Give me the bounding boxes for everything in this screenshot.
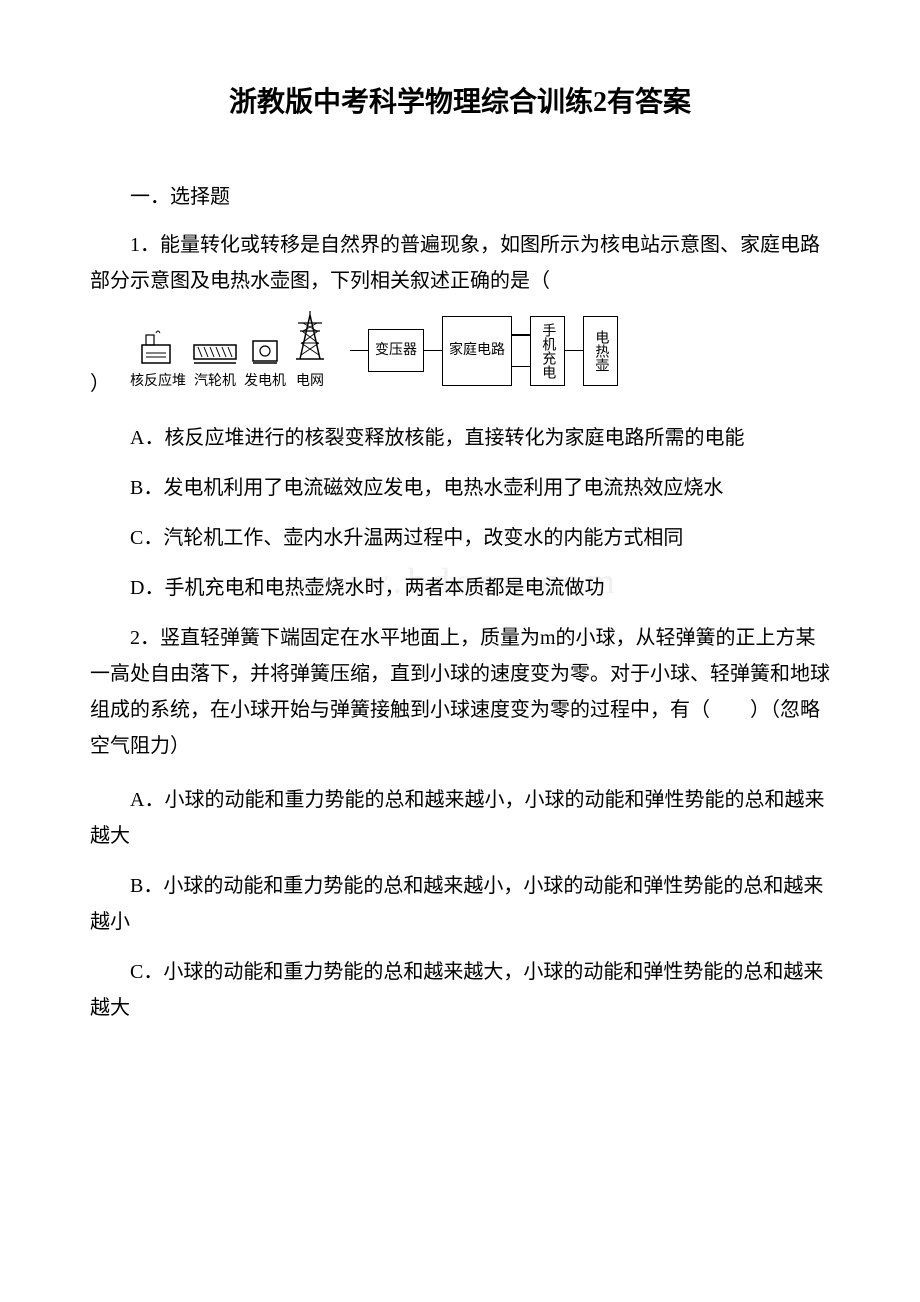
q2-option-a: A．小球的动能和重力势能的总和越来越小，小球的动能和弹性势能的总和越来越大 [90,782,830,854]
transformer-box: 变压器 [368,329,424,372]
q2-option-c: C．小球的动能和重力势能的总和越来越大，小球的动能和弹性势能的总和越来越大 [90,954,830,1026]
reactor-label: 核反应堆 [130,369,186,394]
section-heading: 一．选择题 [90,180,830,209]
turbine-component: 汽轮机 [190,327,240,394]
question-1-close-paren: ） [90,366,110,402]
connector-line [512,366,530,368]
diagram-right-section: 变压器 家庭电路 手机充电 电热壶 [350,316,618,386]
question-2-text: 2．竖直轻弹簧下端固定在水平地面上，质量为m的小球，从轻弹簧的正上方某一高处自由… [90,620,830,764]
turbine-icon [190,327,240,367]
generator-label: 发电机 [244,369,286,394]
home-circuit-label: 家庭电路 [449,338,505,363]
connector-line [350,350,368,352]
q2-option-b: B．小球的动能和重力势能的总和越来越小，小球的动能和弹性势能的总和越来越小 [90,868,830,940]
grid-tower-icon [290,307,330,367]
question-2: 2．竖直轻弹簧下端固定在水平地面上，质量为m的小球，从轻弹簧的正上方某一高处自由… [90,620,830,764]
phone-charge-box: 手机充电 [530,316,565,386]
turbine-label: 汽轮机 [194,369,236,394]
page-title: 浙教版中考科学物理综合训练2有答案 [90,80,830,120]
diagram-left-section: 核反应堆 汽轮机 发电机 [130,307,330,394]
q1-option-a: A．核反应堆进行的核裂变释放核能，直接转化为家庭电路所需的电能 [90,420,830,456]
kettle-box: 电热壶 [583,316,618,386]
connector-line [424,350,442,352]
q1-option-d: D．手机充电和电热壶烧水时，两者本质都是电流做功 [90,570,830,606]
q1-option-c: C．汽轮机工作、壶内水升温两过程中，改变水的内能方式相同 [90,520,830,556]
question-1: 1．能量转化或转移是自然界的普遍现象，如图所示为核电站示意图、家庭电路部分示意图… [90,227,830,402]
question-1-text: 1．能量转化或转移是自然界的普遍现象，如图所示为核电站示意图、家庭电路部分示意图… [90,227,830,299]
grid-component: 电网 [290,307,330,394]
q1-option-b: B．发电机利用了电流磁效应发电，电热水壶利用了电流热效应烧水 [90,470,830,506]
generator-icon [245,327,285,367]
generator-component: 发电机 [244,327,286,394]
connector-line [565,350,583,352]
reactor-icon [136,327,180,367]
connector-line [512,334,530,336]
home-circuit-box: 家庭电路 [442,316,512,386]
circuit-diagram: 核反应堆 汽轮机 发电机 [130,307,618,394]
reactor-component: 核反应堆 [130,327,186,394]
grid-label: 电网 [296,369,324,394]
